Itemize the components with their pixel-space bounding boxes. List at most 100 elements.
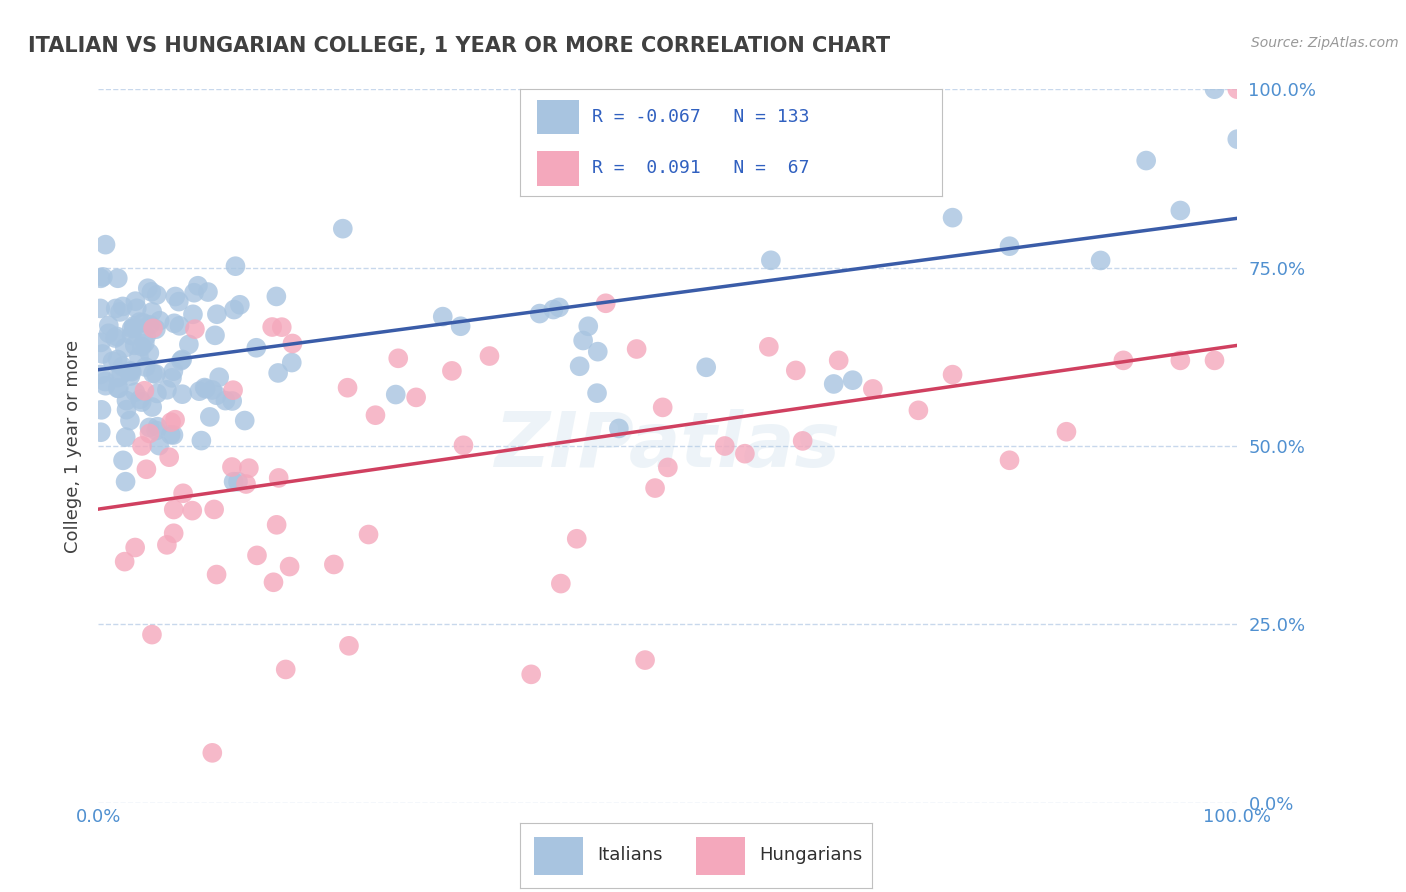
Point — [114, 341, 136, 355]
Text: R =  0.091   N =  67: R = 0.091 N = 67 — [592, 160, 810, 178]
Point — [529, 307, 551, 321]
Point — [626, 342, 648, 356]
Point — [197, 285, 219, 299]
Point — [550, 576, 572, 591]
Point — [111, 359, 134, 374]
Point — [114, 555, 136, 569]
Point — [118, 413, 141, 427]
Point — [111, 300, 134, 314]
Point — [125, 301, 148, 316]
Point — [104, 301, 127, 316]
Point — [94, 237, 117, 252]
Point — [332, 221, 354, 235]
Point — [224, 259, 246, 273]
Point — [274, 662, 297, 676]
Point — [198, 409, 221, 424]
Point — [91, 347, 114, 361]
Point — [129, 392, 152, 407]
Point — [222, 475, 245, 489]
Point — [657, 460, 679, 475]
Point — [204, 328, 226, 343]
Point — [270, 320, 292, 334]
Point — [266, 289, 288, 303]
Bar — [696, 838, 745, 875]
Point — [246, 549, 269, 563]
Point — [131, 395, 153, 409]
Point — [453, 438, 475, 452]
Point — [221, 394, 243, 409]
Point — [97, 318, 120, 333]
Point — [188, 384, 211, 399]
Point — [162, 364, 184, 378]
Point — [607, 421, 630, 435]
Point — [142, 321, 165, 335]
Point — [357, 527, 380, 541]
Point — [124, 541, 146, 555]
Point — [104, 331, 127, 345]
Point — [828, 353, 851, 368]
Point — [1204, 353, 1226, 368]
Point — [170, 353, 193, 368]
Point — [266, 517, 288, 532]
Point — [121, 365, 143, 379]
Point — [122, 321, 145, 335]
Point — [785, 363, 807, 377]
Point — [190, 434, 212, 448]
Point — [114, 475, 136, 489]
Point — [141, 285, 163, 299]
Point — [165, 412, 187, 426]
Point — [141, 400, 163, 414]
Point — [440, 364, 463, 378]
Text: ZIPatlas: ZIPatlas — [495, 409, 841, 483]
Point — [205, 388, 228, 402]
Point — [1054, 425, 1078, 439]
Point — [337, 639, 360, 653]
Point — [364, 408, 387, 422]
Point — [221, 460, 243, 475]
Point — [336, 381, 359, 395]
Point — [163, 316, 186, 330]
Point — [156, 383, 179, 397]
Point — [122, 318, 145, 333]
Point — [758, 340, 780, 354]
Point — [222, 302, 245, 317]
Point — [149, 314, 172, 328]
Point — [387, 351, 409, 366]
Point — [138, 318, 160, 332]
Point — [222, 383, 245, 397]
Point — [205, 567, 228, 582]
Point — [157, 450, 180, 465]
Point — [134, 359, 156, 374]
Point — [91, 269, 114, 284]
Point — [138, 426, 160, 441]
Point — [823, 376, 845, 391]
Point — [107, 370, 129, 384]
Point — [184, 322, 207, 336]
Point — [112, 453, 135, 467]
Point — [132, 316, 155, 330]
Point — [94, 375, 117, 389]
Point — [142, 367, 165, 381]
Point — [163, 502, 186, 516]
Point — [121, 321, 143, 335]
Point — [281, 336, 304, 351]
Point — [322, 558, 344, 572]
Point — [278, 559, 301, 574]
Y-axis label: College, 1 year or more: College, 1 year or more — [63, 340, 82, 552]
Point — [548, 301, 571, 315]
Point — [141, 305, 163, 319]
Point — [572, 334, 595, 348]
Point — [89, 368, 111, 382]
Point — [759, 253, 782, 268]
Point — [586, 386, 609, 401]
Point — [432, 310, 454, 324]
Point — [114, 430, 136, 444]
Point — [128, 350, 150, 364]
Point — [586, 344, 609, 359]
Point — [262, 320, 284, 334]
Point — [167, 294, 190, 309]
Point — [159, 427, 181, 442]
Point — [478, 349, 501, 363]
Point — [651, 401, 673, 415]
Point — [384, 387, 406, 401]
